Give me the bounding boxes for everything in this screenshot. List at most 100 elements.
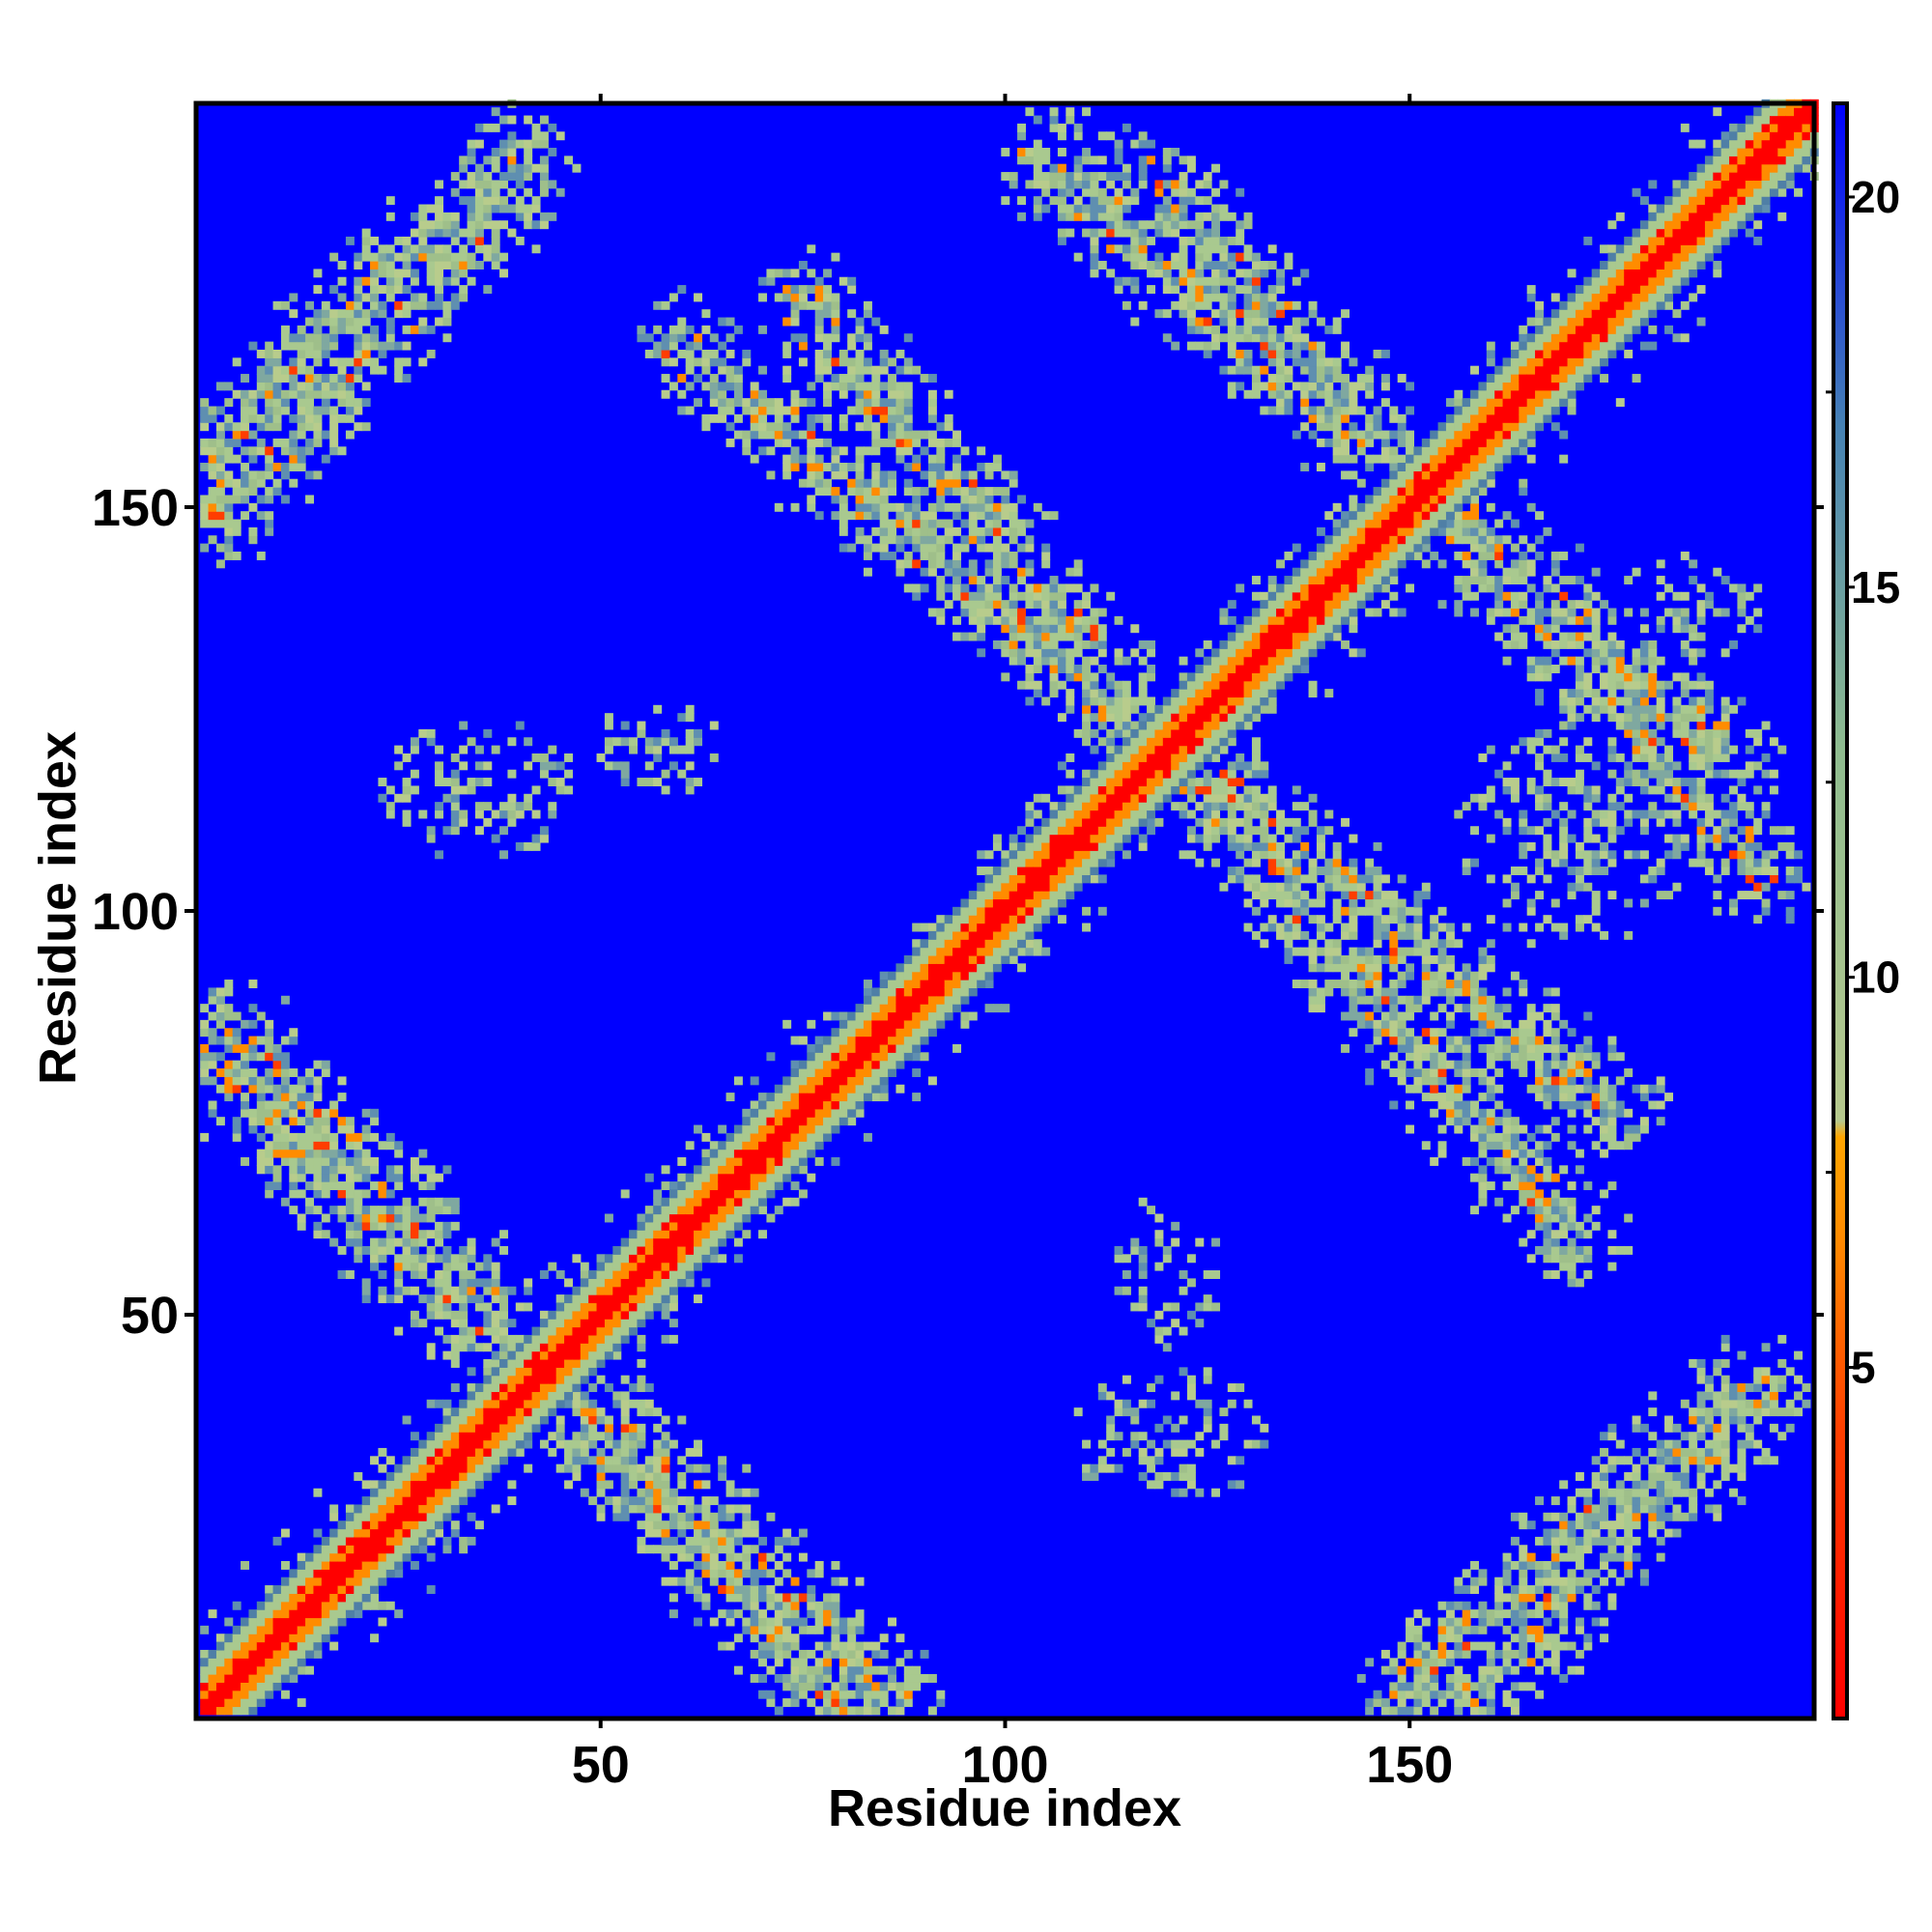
heatmap-cell <box>491 834 500 843</box>
heatmap-cell <box>499 139 509 149</box>
heatmap-cell <box>1494 559 1504 569</box>
heatmap-cell <box>1526 1520 1536 1530</box>
heatmap-cell <box>1413 923 1423 932</box>
heatmap-cell <box>1502 567 1512 577</box>
heatmap-cell <box>450 276 460 286</box>
heatmap-cell <box>1543 1230 1552 1239</box>
heatmap-cell <box>1559 817 1569 827</box>
heatmap-cell <box>1510 567 1520 577</box>
heatmap-cell <box>1543 874 1552 884</box>
heatmap-cell <box>1543 1197 1552 1207</box>
heatmap-cell <box>256 349 266 358</box>
heatmap-cell <box>620 1415 630 1425</box>
heatmap-cell <box>1179 236 1188 245</box>
heatmap-cell <box>483 1278 493 1288</box>
heatmap-cell <box>548 180 557 189</box>
heatmap-cell <box>1437 1625 1447 1634</box>
heatmap-cell <box>1073 728 1083 738</box>
heatmap-cell <box>1526 1682 1536 1691</box>
heatmap-cell <box>661 1496 670 1506</box>
heatmap-cell <box>1236 1480 1245 1490</box>
heatmap-cell <box>1519 478 1528 488</box>
heatmap-cell <box>1341 891 1350 900</box>
heatmap-cell <box>895 446 905 456</box>
heatmap-cell <box>1292 906 1301 916</box>
heatmap-cell <box>1227 325 1236 334</box>
heatmap-cell <box>1575 1536 1584 1546</box>
heatmap-cell <box>879 438 889 447</box>
heatmap-cell <box>1090 1472 1099 1481</box>
heatmap-cell <box>215 454 225 464</box>
heatmap-cell <box>256 1132 266 1142</box>
heatmap-cell <box>677 349 687 358</box>
heatmap-cell <box>1380 600 1390 610</box>
heatmap-cell <box>524 163 533 173</box>
heatmap-cell <box>1316 995 1325 1005</box>
heatmap-cell <box>580 1432 589 1441</box>
heatmap-cell <box>588 1383 598 1393</box>
heatmap-cell <box>345 357 355 367</box>
heatmap-cell <box>1292 430 1301 440</box>
heatmap-cell <box>814 487 824 497</box>
heatmap-cell <box>1519 632 1528 641</box>
heatmap-cell <box>1421 559 1431 569</box>
heatmap-cell <box>215 422 225 432</box>
heatmap-cell <box>1462 1601 1471 1610</box>
heatmap-cell <box>823 300 833 310</box>
heatmap-cell <box>863 551 872 560</box>
heatmap-cell <box>1478 1068 1488 1077</box>
heatmap-cell <box>790 430 800 440</box>
heatmap-cell <box>248 454 258 464</box>
heatmap-cell <box>1543 1068 1552 1077</box>
heatmap-cell <box>968 567 978 577</box>
heatmap-cell <box>208 454 217 464</box>
heatmap-cell <box>1009 519 1018 528</box>
heatmap-cell <box>782 285 792 295</box>
heatmap-cell <box>305 470 315 480</box>
heatmap-cell <box>361 293 371 302</box>
heatmap-cell <box>742 1504 752 1514</box>
heatmap-cell <box>895 382 905 391</box>
heatmap-cell <box>1219 212 1229 221</box>
heatmap-cell <box>1195 261 1205 270</box>
heatmap-cell <box>718 1124 727 1134</box>
heatmap-cell <box>1057 713 1066 723</box>
heatmap-cell <box>313 309 323 319</box>
heatmap-cell <box>685 761 695 771</box>
heatmap-cell <box>1276 389 1286 399</box>
heatmap-cell <box>1478 1690 1488 1699</box>
heatmap-cell <box>620 1496 630 1506</box>
heatmap-cell <box>370 261 380 270</box>
heatmap-cell <box>1510 1141 1520 1151</box>
heatmap-cell <box>394 365 404 375</box>
heatmap-cell <box>1535 600 1545 610</box>
heatmap-cell <box>459 285 469 295</box>
heatmap-cell <box>620 1423 630 1433</box>
heatmap-cell <box>1025 632 1035 641</box>
heatmap-cell <box>1535 1068 1545 1077</box>
heatmap-cell <box>1494 1084 1504 1094</box>
heatmap-cell <box>1211 826 1221 836</box>
heatmap-cell <box>467 276 476 286</box>
heatmap-cell <box>1478 1124 1488 1134</box>
heatmap-cell <box>1421 939 1431 949</box>
heatmap-cell <box>1373 915 1382 924</box>
heatmap-cell <box>1065 228 1075 238</box>
heatmap-cell <box>790 1197 800 1207</box>
heatmap-cell <box>668 1504 678 1514</box>
heatmap-cell <box>354 1173 363 1182</box>
heatmap-cell <box>241 487 250 497</box>
heatmap-cell <box>1114 285 1123 295</box>
heatmap-cell <box>1236 761 1245 771</box>
heatmap-cell <box>1526 1254 1536 1264</box>
heatmap-cell <box>1567 600 1577 610</box>
heatmap-cell <box>855 495 865 504</box>
heatmap-cell <box>912 511 922 521</box>
heatmap-cell <box>629 1447 639 1457</box>
heatmap-cell <box>1535 923 1545 932</box>
heatmap-cell <box>1567 721 1577 730</box>
heatmap-cell <box>1211 793 1221 803</box>
heatmap-cell <box>1494 1649 1504 1659</box>
heatmap-cell <box>1332 374 1342 384</box>
heatmap-cell <box>564 1278 574 1288</box>
